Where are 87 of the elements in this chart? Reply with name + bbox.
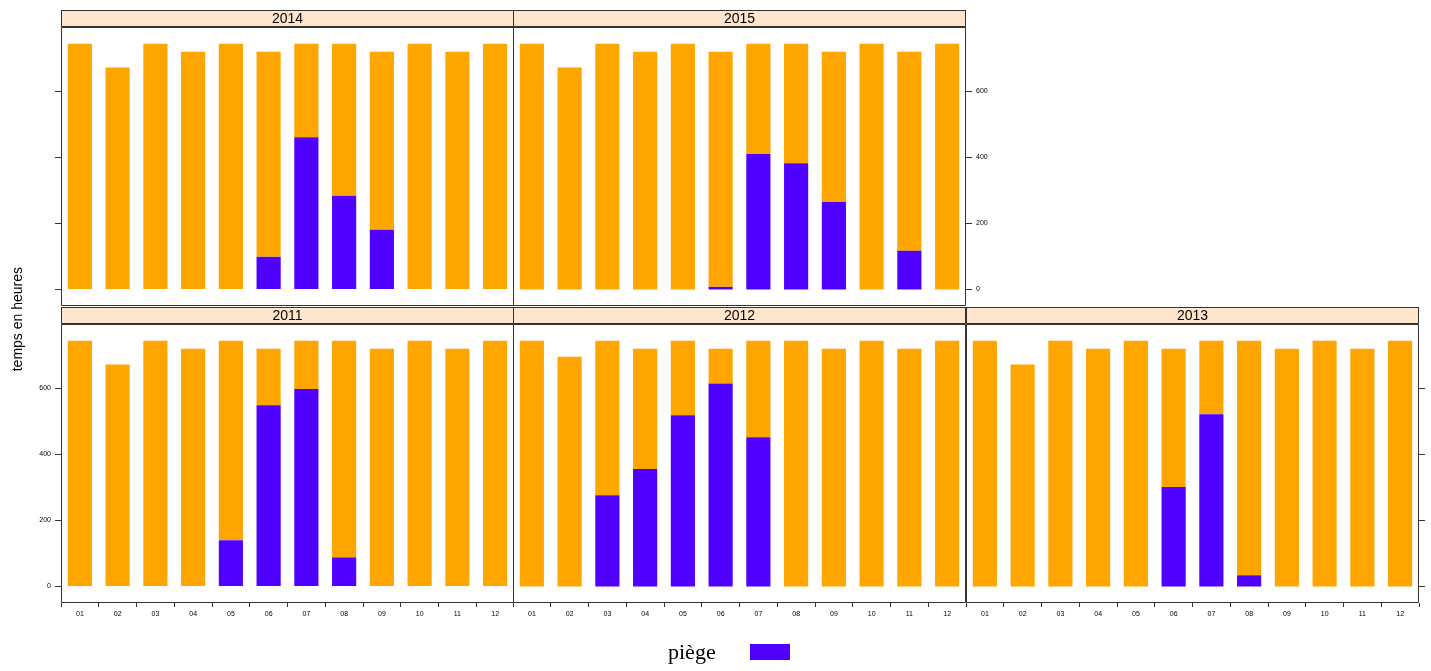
bar [181,348,206,586]
bar [407,340,432,586]
bar [369,348,394,586]
bar [369,229,394,289]
bar [218,43,243,289]
bar [483,340,508,586]
bar [1199,414,1224,587]
bar [1123,340,1148,587]
bar [1312,340,1337,587]
bar [897,250,922,290]
bar [708,51,733,287]
bar [218,340,243,541]
bar [143,43,168,289]
bar [332,43,357,196]
bar [746,340,771,438]
bar [633,51,658,290]
bar [1161,487,1186,587]
bar [633,348,658,469]
bar [1274,348,1299,587]
bar [595,495,620,587]
bar [670,340,695,416]
bar [746,437,771,587]
bar [784,340,809,587]
bar [105,67,130,289]
bar [821,348,846,587]
bar [332,195,357,289]
bar [746,43,771,155]
bar [294,340,319,390]
bar [294,137,319,289]
bar [256,51,281,257]
bar [708,348,733,384]
bar [332,340,357,558]
bar [557,67,582,290]
bar [784,43,809,164]
bar [821,201,846,290]
bar [1199,340,1224,415]
bar [708,383,733,587]
bar [256,405,281,586]
bar [859,43,884,290]
bar [1388,340,1413,587]
bar [1350,348,1375,587]
bar [407,43,432,289]
bar [519,340,544,587]
chart-title: 2011 [61,307,514,324]
bar [897,348,922,587]
bar [218,540,243,586]
bar [519,43,544,290]
bar [935,340,960,587]
bar [595,43,620,290]
bar [445,51,470,289]
bar [256,348,281,406]
bar [105,364,130,586]
bar [1048,340,1073,587]
bar [557,356,582,587]
bar [256,256,281,289]
bar [1237,575,1262,587]
chart-title: 2015 [513,10,966,27]
bar [67,340,92,586]
chart-title: 2014 [61,10,514,27]
bar [143,340,168,586]
bar [670,43,695,290]
bar [294,43,319,138]
bar [859,340,884,587]
legend-label: piège [668,639,716,665]
bar [821,51,846,202]
bar [445,348,470,586]
bar [1086,348,1111,587]
bar [1237,340,1262,576]
bar [746,154,771,290]
bar [595,340,620,496]
bar [1010,364,1035,587]
y-axis-title: temps en heures [9,267,25,372]
bar [332,557,357,586]
bar [483,43,508,289]
bar [972,340,997,587]
bar [369,51,394,230]
bar [294,389,319,586]
bar [935,43,960,290]
chart-title: 2012 [513,307,966,324]
bar [67,43,92,289]
bar [181,51,206,289]
bar [633,468,658,587]
bar [897,51,922,251]
bar [670,415,695,587]
bar [1161,348,1186,488]
chart-title: 2013 [966,307,1419,324]
bar [784,163,809,290]
